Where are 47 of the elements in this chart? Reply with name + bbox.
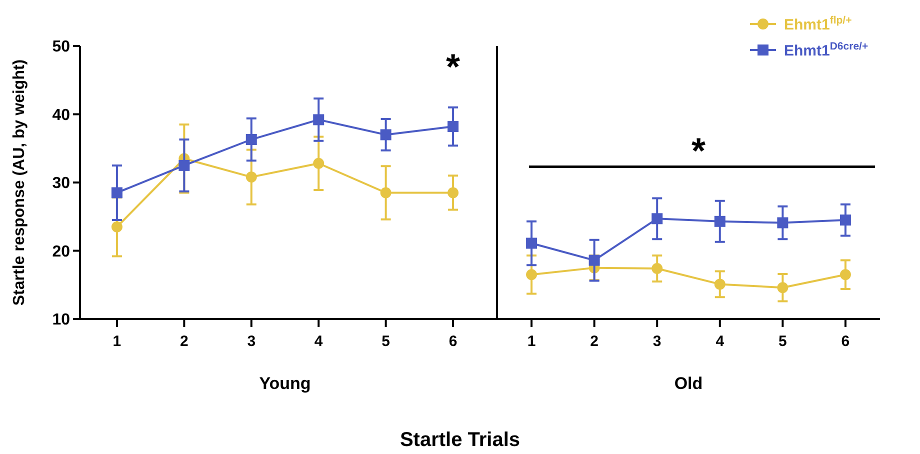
point <box>380 129 392 140</box>
point <box>111 221 122 232</box>
x-tick-label: 4 <box>314 333 324 350</box>
x-tick-label: 3 <box>247 333 256 350</box>
x-tick-label: 5 <box>778 333 787 350</box>
point <box>246 172 257 183</box>
point <box>714 278 726 290</box>
point <box>588 254 600 266</box>
x-axis-title: Young <box>259 374 311 393</box>
annotation: * <box>446 46 460 88</box>
legend-label: Ehmt1$^{D6cre/+}$ <box>784 40 868 60</box>
x-axis-title: Old <box>674 374 703 393</box>
x-tick-label: 6 <box>448 333 458 350</box>
y-axis-title: Startle response (AU, by weight) <box>11 59 28 306</box>
point <box>840 214 851 226</box>
point <box>777 282 788 294</box>
x-tick-label: 1 <box>527 333 536 350</box>
y-tick-label: 20 <box>52 243 70 260</box>
point <box>652 213 663 224</box>
x-tick-label: 3 <box>652 333 662 350</box>
point <box>111 187 122 198</box>
point <box>777 217 788 228</box>
x-tick-label: 4 <box>716 333 725 350</box>
x-tick-label: 5 <box>382 333 390 350</box>
point <box>840 269 851 280</box>
point <box>380 187 392 198</box>
point <box>178 160 190 171</box>
x-tick-label: 2 <box>180 333 188 350</box>
text: Startle Trials <box>400 429 520 451</box>
point <box>526 238 538 249</box>
point <box>526 269 538 280</box>
x-tick-label: 6 <box>841 333 850 350</box>
y-tick-label: 30 <box>52 175 70 192</box>
legend-label: Ehmt1$^{flp/+}$ <box>784 14 852 34</box>
point <box>313 158 324 169</box>
x-tick-label: 1 <box>112 333 122 350</box>
y-tick-label: 40 <box>52 106 70 124</box>
point <box>714 216 726 227</box>
y-tick-label: 10 <box>52 312 70 329</box>
point <box>448 187 459 198</box>
point <box>313 114 324 126</box>
point <box>246 134 257 146</box>
x-tick-label: 2 <box>590 333 598 350</box>
point <box>652 262 663 274</box>
point <box>448 121 459 132</box>
ref-line-label: * <box>691 130 706 171</box>
y-tick-label: 50 <box>52 38 70 56</box>
